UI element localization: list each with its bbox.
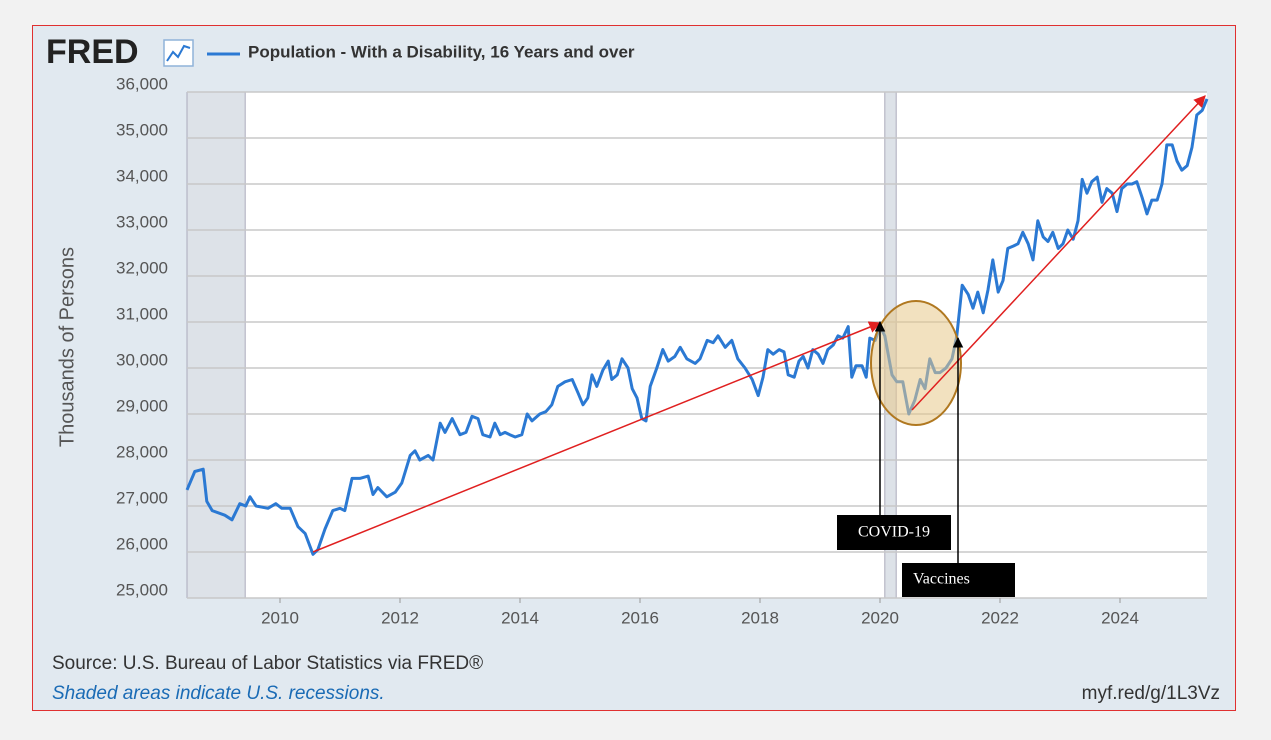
logo: FRED	[46, 33, 139, 71]
recession-note: Shaded areas indicate U.S. recessions.	[52, 683, 385, 704]
y-tick-label: 26,000	[116, 534, 168, 553]
y-tick-label: 27,000	[116, 488, 168, 507]
data-line	[185, 98, 1209, 556]
recession-shade	[187, 92, 246, 598]
x-tick-label: 2018	[741, 608, 779, 627]
y-tick-label: 32,000	[116, 258, 168, 277]
y-axis-label: Thousands of Persons	[56, 247, 78, 447]
annotation-box	[837, 515, 951, 550]
y-tick-label: 25,000	[116, 580, 168, 599]
x-tick-label: 2010	[261, 608, 299, 627]
annotation: Vaccines	[913, 571, 970, 588]
y-tick-label: 29,000	[116, 396, 168, 415]
trend-arrow	[911, 95, 1206, 411]
x-tick-label: 2022	[981, 608, 1019, 627]
y-tick-label: 33,000	[116, 212, 168, 231]
logo-icon	[163, 39, 194, 67]
x-tick-label: 2020	[861, 608, 899, 627]
legend-label: Population - With a Disability, 16 Years…	[248, 42, 635, 61]
y-tick-label: 28,000	[116, 442, 168, 461]
plot-area	[187, 92, 1207, 598]
y-tick-label: 36,000	[116, 74, 168, 93]
x-tick-label: 2012	[381, 608, 419, 627]
y-tick-label: 34,000	[116, 166, 168, 185]
x-tick-label: 2016	[621, 608, 659, 627]
annotation-box	[902, 563, 1015, 597]
annotation: COVID-19	[858, 524, 930, 541]
y-tick-label: 31,000	[116, 304, 168, 323]
trend-arrow	[312, 321, 882, 553]
x-tick-label: 2024	[1101, 608, 1139, 627]
short-link: myf.red/g/1L3Vz	[1082, 683, 1220, 704]
y-tick-label: 35,000	[116, 120, 168, 139]
annotation-layer: COVID-19 Vaccines	[312, 95, 1206, 597]
covid-ellipse	[870, 300, 962, 426]
y-tick-label: 30,000	[116, 350, 168, 369]
x-tick-label: 2014	[501, 608, 539, 627]
source: Source: U.S. Bureau of Labor Statistics …	[52, 653, 483, 674]
